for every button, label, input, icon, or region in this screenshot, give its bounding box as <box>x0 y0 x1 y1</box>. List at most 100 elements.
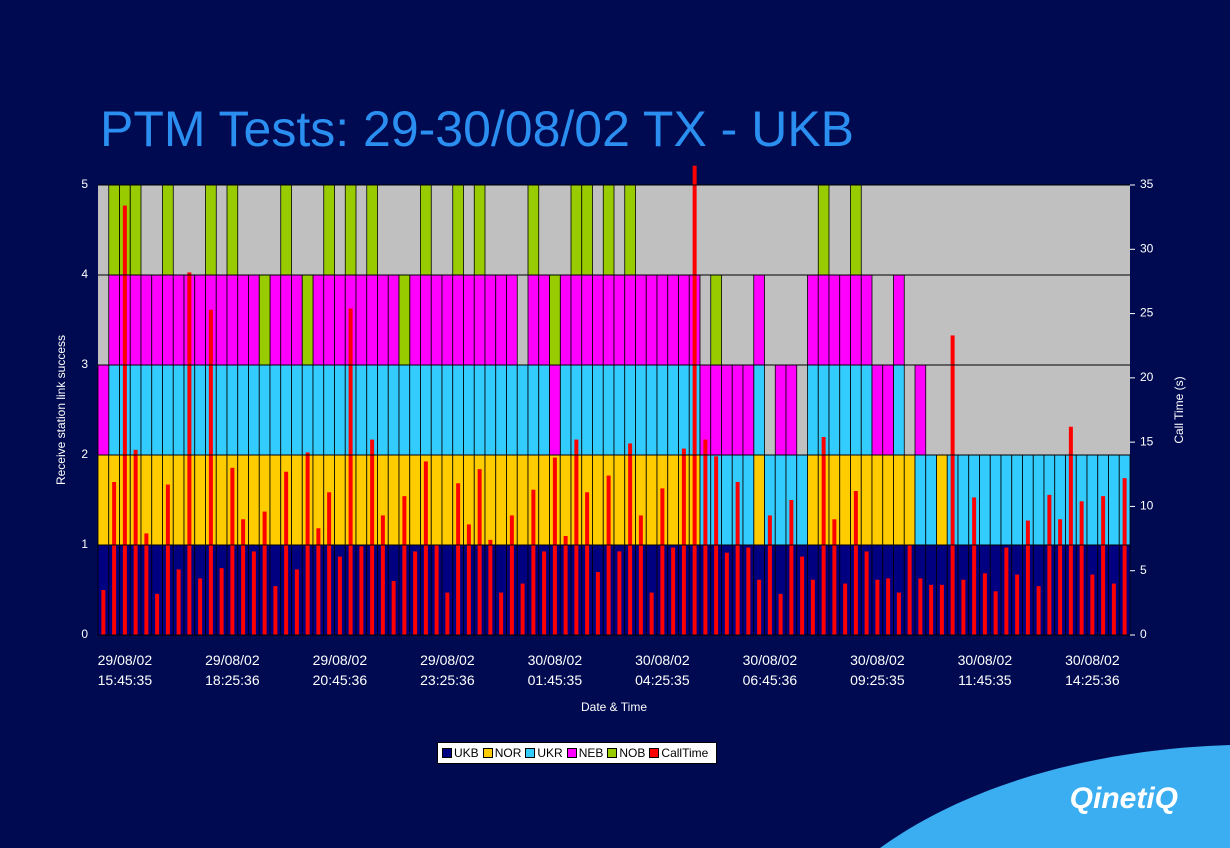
bar-segment <box>420 274 432 366</box>
bar-segment <box>549 364 561 456</box>
bar-segment <box>613 454 626 546</box>
bar-segment <box>774 364 787 456</box>
calltime-bar <box>230 467 235 635</box>
bar-segment <box>559 274 572 366</box>
bar-segment <box>194 274 206 366</box>
calltime-bar <box>563 536 568 635</box>
bar-segment <box>162 184 174 276</box>
bar-segment <box>914 454 927 546</box>
bar-segment <box>484 274 497 366</box>
bar-segment <box>592 454 604 546</box>
bar-segment <box>162 274 174 366</box>
bar-segment <box>710 274 722 366</box>
bar-segment <box>441 364 454 456</box>
legend-label: NOR <box>494 746 522 760</box>
calltime-bar <box>1058 519 1063 635</box>
legend-label: NEB <box>578 746 604 760</box>
bar-segment <box>645 274 658 366</box>
x-tick-label: 30/08/02 14:25:36 <box>1065 652 1120 688</box>
calltime-bar <box>961 579 966 635</box>
calltime-bar <box>606 475 611 635</box>
calltime-bar <box>681 448 686 635</box>
calltime-bar <box>509 515 514 635</box>
x-tick-label: 29/08/02 23:25:36 <box>420 652 475 688</box>
bar-segment <box>205 184 217 276</box>
bar-segment <box>850 274 862 366</box>
calltime-bar <box>284 471 289 635</box>
y-tick-label: 1 <box>81 537 88 551</box>
bar-segment <box>280 274 292 366</box>
calltime-bar <box>520 583 525 635</box>
calltime-bar <box>391 581 396 635</box>
calltime-bar <box>789 500 794 635</box>
calltime-bar <box>251 551 256 635</box>
bar-segment <box>172 364 185 456</box>
bar-segment <box>194 364 206 456</box>
bar-segment <box>495 274 507 366</box>
bar-segment <box>269 274 282 366</box>
calltime-bar <box>101 590 106 635</box>
bar-segment <box>420 364 432 456</box>
bar-segment <box>570 274 583 366</box>
bar-segment <box>355 364 368 456</box>
legend-label: NOB <box>619 746 646 760</box>
bar-segment <box>882 364 894 456</box>
bar-segment <box>817 274 830 366</box>
bar-segment <box>656 364 669 456</box>
bar-segment <box>678 364 690 456</box>
bar-segment <box>893 364 905 456</box>
calltime-bar <box>1090 574 1095 635</box>
bar-segment <box>882 454 894 546</box>
bar-segment <box>162 364 174 456</box>
calltime-bar <box>477 469 482 635</box>
calltime-bar <box>886 578 891 635</box>
bar-segment <box>226 184 239 276</box>
bar-segment <box>140 364 153 456</box>
bar-segment <box>807 454 819 546</box>
calltime-bar <box>950 335 955 635</box>
bar-segment <box>506 274 518 366</box>
calltime-bar <box>617 551 622 635</box>
calltime-bar <box>843 583 848 635</box>
bar-segment <box>452 364 464 456</box>
bar-segment <box>742 454 755 546</box>
calltime-bar <box>187 272 192 635</box>
calltime-bar <box>778 593 783 635</box>
y-tick-label: 2 <box>81 447 88 461</box>
calltime-bar <box>316 528 321 635</box>
bar-segment <box>387 274 400 366</box>
x-tick-label: 29/08/02 15:45:35 <box>97 652 153 688</box>
calltime-bar <box>241 519 246 635</box>
bar-segment <box>807 274 819 366</box>
bar-segment <box>850 364 862 456</box>
bar-segment <box>538 454 550 546</box>
calltime-bar <box>176 569 181 635</box>
y-tick-label: 4 <box>81 267 88 281</box>
bar-segment <box>527 364 540 456</box>
bar-segment <box>549 274 561 366</box>
calltime-bar <box>703 439 708 635</box>
bar-segment <box>312 364 325 456</box>
calltime-bar <box>413 551 418 635</box>
bar-segment <box>398 364 411 456</box>
calltime-bar <box>1004 547 1009 635</box>
calltime-bar <box>1122 478 1127 635</box>
calltime-bar <box>821 437 826 635</box>
calltime-bar <box>1047 494 1052 635</box>
bar-segment <box>624 364 636 456</box>
bar-segment <box>860 364 873 456</box>
calltime-bar <box>348 308 353 635</box>
bar-segment <box>355 454 368 546</box>
bar-segment <box>914 364 927 456</box>
bar-segment <box>592 274 604 366</box>
calltime-bar <box>714 456 719 635</box>
bar-segment <box>1086 454 1099 546</box>
calltime-bar <box>671 547 676 635</box>
y-axis-title: Receive station link success <box>54 335 68 485</box>
bar-segment <box>1108 454 1120 546</box>
bar-segment <box>828 274 841 366</box>
bar-segment <box>527 274 540 366</box>
bar-segment <box>850 184 862 276</box>
bar-segment <box>334 364 346 456</box>
calltime-bar <box>327 492 332 635</box>
